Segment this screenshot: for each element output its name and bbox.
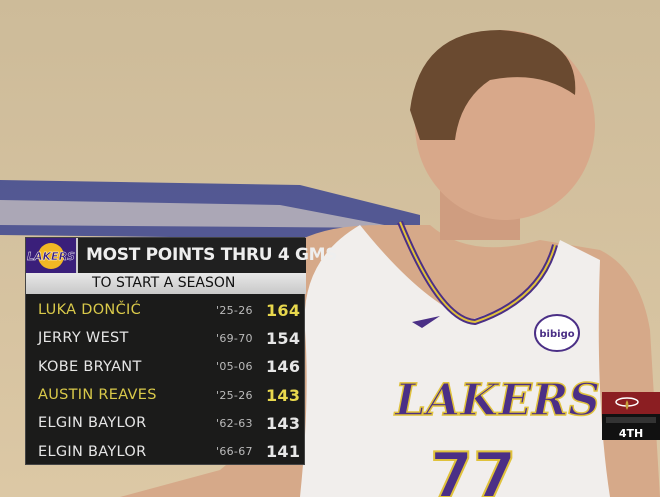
table-row: ELGIN BAYLOR '62-63 143: [26, 409, 306, 437]
player-name: JERRY WEST: [38, 330, 129, 347]
player-name: ELGIN BAYLOR: [38, 443, 147, 460]
season: '25-26: [216, 388, 253, 402]
points: 143: [266, 385, 301, 405]
table-row: JERRY WEST '69-70 154: [26, 324, 306, 352]
season: '62-63: [216, 416, 253, 430]
points: 164: [266, 300, 301, 320]
table-row: AUSTIN REAVES '25-26 143: [26, 381, 306, 409]
table-row: LUKA DONČIĆ '25-26 164: [26, 296, 306, 324]
points: 146: [266, 357, 301, 377]
leaderboard: LUKA DONČIĆ '25-26 164 JERRY WEST '69-70 154…: [26, 296, 306, 466]
graphic-subtitle: TO START A SEASON: [26, 273, 306, 294]
table-row: ELGIN BAYLOR '66-67 141: [26, 437, 306, 465]
graphic-title: MOST POINTS THRU 4 GMS: [86, 245, 338, 265]
heat-logo-icon: [602, 392, 660, 414]
lakers-logo: LAKERS: [26, 238, 78, 273]
jersey-patch: [534, 314, 580, 352]
player-name: ELGIN BAYLOR: [38, 415, 147, 432]
player-name: KOBE BRYANT: [38, 358, 142, 375]
player-name: LUKA DONČIĆ: [38, 302, 142, 319]
season: '05-06: [216, 360, 253, 374]
season: '66-67: [216, 445, 253, 459]
scorebug: 4TH: [602, 392, 660, 440]
quarter: 4TH: [618, 427, 644, 440]
season: '25-26: [216, 303, 253, 317]
svg-text:LAKERS: LAKERS: [27, 250, 75, 263]
player-name: AUSTIN REAVES: [38, 387, 157, 404]
timeout-indicator: [606, 417, 656, 423]
graphic-header: LAKERS MOST POINTS THRU 4 GMS: [26, 238, 338, 273]
points: 141: [266, 442, 301, 462]
points: 143: [266, 413, 301, 433]
jersey-number: 77: [430, 439, 516, 497]
jersey: [300, 225, 610, 497]
points: 154: [266, 328, 301, 348]
nike-swoosh-icon: [412, 316, 440, 328]
table-row: KOBE BRYANT '05-06 146: [26, 353, 306, 381]
jersey-lettering: LAKERS: [393, 375, 600, 426]
player: LAKERS 77 bibigo: [120, 30, 660, 497]
svg-text:bibigo: bibigo: [539, 329, 574, 340]
season: '69-70: [216, 331, 253, 345]
stat-graphic: LAKERS MOST POINTS THRU 4 GMS TO START A…: [25, 237, 338, 466]
hair: [410, 30, 576, 140]
